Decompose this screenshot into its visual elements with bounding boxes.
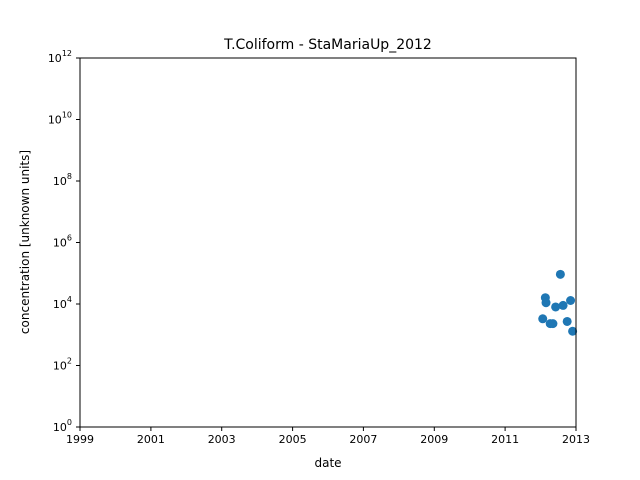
x-tick-label: 2005: [279, 433, 307, 446]
y-axis: 100 102 104 106 108 1010 1012: [48, 49, 80, 434]
x-tick-label: 2009: [420, 433, 448, 446]
x-tick-label: 2001: [137, 433, 165, 446]
data-point: [568, 326, 578, 336]
x-axis-label: date: [314, 456, 341, 470]
x-tick-label: 2003: [208, 433, 236, 446]
y-tick-label: 1010: [48, 111, 72, 127]
data-point: [558, 300, 568, 310]
x-tick-label: 2011: [491, 433, 519, 446]
y-axis-label: concentration [unknown units]: [18, 150, 32, 334]
points-layer: [538, 269, 578, 336]
y-tick-label: 100: [53, 418, 72, 434]
x-tick-label: 1999: [66, 433, 94, 446]
y-tick-label: 1012: [48, 49, 72, 65]
x-tick-label: 2013: [562, 433, 590, 446]
chart-title: T.Coliform - StaMariaUp_2012: [223, 37, 432, 53]
data-point: [551, 302, 561, 312]
y-tick-label: 108: [53, 172, 72, 188]
data-point: [566, 295, 576, 305]
x-tick-label: 2007: [349, 433, 377, 446]
y-tick-label: 102: [53, 357, 72, 373]
data-point: [548, 319, 558, 329]
x-axis: 1999 2001 2003 2005 2007 2009 2011 2013: [66, 427, 590, 446]
data-point: [538, 314, 548, 324]
y-tick-label: 104: [53, 295, 72, 311]
y-tick-label: 106: [53, 234, 72, 250]
data-point: [555, 269, 565, 279]
data-point: [541, 298, 551, 308]
data-point: [562, 316, 572, 326]
